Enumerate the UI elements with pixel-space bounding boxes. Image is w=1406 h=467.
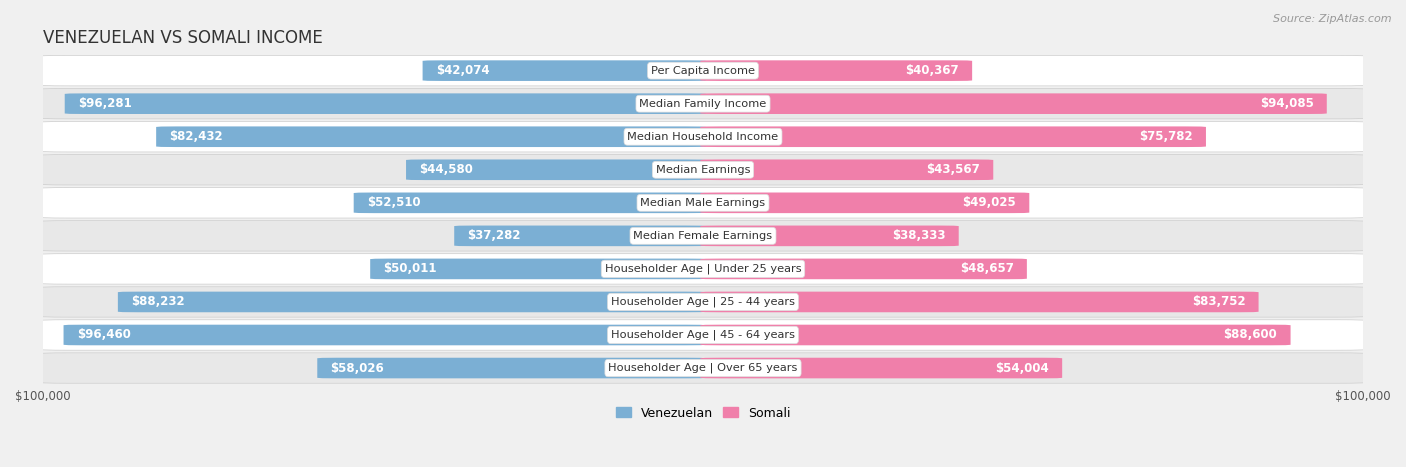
FancyBboxPatch shape: [37, 220, 1369, 251]
Text: $42,074: $42,074: [436, 64, 489, 77]
Text: Median Male Earnings: Median Male Earnings: [641, 198, 765, 208]
FancyBboxPatch shape: [423, 60, 706, 81]
Text: $96,281: $96,281: [77, 97, 132, 110]
FancyBboxPatch shape: [318, 358, 706, 378]
FancyBboxPatch shape: [37, 154, 1369, 185]
Text: $43,567: $43,567: [927, 163, 980, 176]
Text: $40,367: $40,367: [905, 64, 959, 77]
FancyBboxPatch shape: [37, 187, 1369, 219]
FancyBboxPatch shape: [700, 93, 1327, 114]
FancyBboxPatch shape: [37, 287, 1369, 317]
FancyBboxPatch shape: [63, 325, 706, 345]
Text: $38,333: $38,333: [891, 229, 945, 242]
FancyBboxPatch shape: [700, 127, 1206, 147]
FancyBboxPatch shape: [700, 325, 1291, 345]
Text: $75,782: $75,782: [1139, 130, 1192, 143]
FancyBboxPatch shape: [37, 353, 1369, 383]
Text: $88,232: $88,232: [131, 296, 184, 308]
FancyBboxPatch shape: [354, 192, 706, 213]
FancyBboxPatch shape: [37, 55, 1369, 86]
Text: $44,580: $44,580: [419, 163, 474, 176]
FancyBboxPatch shape: [700, 291, 1258, 312]
Text: $49,025: $49,025: [962, 196, 1017, 209]
Legend: Venezuelan, Somali: Venezuelan, Somali: [610, 402, 796, 425]
Text: $58,026: $58,026: [330, 361, 384, 375]
Text: Per Capita Income: Per Capita Income: [651, 66, 755, 76]
Text: $82,432: $82,432: [169, 130, 224, 143]
FancyBboxPatch shape: [37, 286, 1369, 318]
FancyBboxPatch shape: [37, 122, 1369, 152]
FancyBboxPatch shape: [37, 155, 1369, 184]
FancyBboxPatch shape: [37, 221, 1369, 251]
Text: Householder Age | Under 25 years: Householder Age | Under 25 years: [605, 264, 801, 274]
Text: Median Female Earnings: Median Female Earnings: [634, 231, 772, 241]
FancyBboxPatch shape: [37, 353, 1369, 383]
FancyBboxPatch shape: [454, 226, 706, 246]
FancyBboxPatch shape: [37, 56, 1369, 85]
FancyBboxPatch shape: [156, 127, 706, 147]
Text: Median Earnings: Median Earnings: [655, 165, 751, 175]
Text: $54,004: $54,004: [995, 361, 1049, 375]
Text: $94,085: $94,085: [1260, 97, 1313, 110]
Text: Householder Age | Over 65 years: Householder Age | Over 65 years: [609, 363, 797, 373]
FancyBboxPatch shape: [700, 192, 1029, 213]
Text: VENEZUELAN VS SOMALI INCOME: VENEZUELAN VS SOMALI INCOME: [42, 29, 322, 47]
FancyBboxPatch shape: [406, 159, 706, 180]
FancyBboxPatch shape: [37, 121, 1369, 152]
FancyBboxPatch shape: [700, 60, 972, 81]
Text: $88,600: $88,600: [1223, 328, 1278, 341]
FancyBboxPatch shape: [37, 88, 1369, 119]
Text: $48,657: $48,657: [960, 262, 1014, 276]
FancyBboxPatch shape: [700, 159, 993, 180]
Text: $52,510: $52,510: [367, 196, 420, 209]
FancyBboxPatch shape: [118, 291, 706, 312]
FancyBboxPatch shape: [65, 93, 706, 114]
FancyBboxPatch shape: [37, 319, 1369, 351]
Text: Source: ZipAtlas.com: Source: ZipAtlas.com: [1274, 14, 1392, 24]
FancyBboxPatch shape: [700, 259, 1026, 279]
FancyBboxPatch shape: [37, 188, 1369, 218]
FancyBboxPatch shape: [700, 358, 1062, 378]
FancyBboxPatch shape: [37, 254, 1369, 284]
FancyBboxPatch shape: [370, 259, 706, 279]
Text: $37,282: $37,282: [467, 229, 522, 242]
Text: $96,460: $96,460: [77, 328, 131, 341]
Text: Householder Age | 25 - 44 years: Householder Age | 25 - 44 years: [612, 297, 794, 307]
Text: Householder Age | 45 - 64 years: Householder Age | 45 - 64 years: [612, 330, 794, 340]
Text: Median Household Income: Median Household Income: [627, 132, 779, 142]
Text: Median Family Income: Median Family Income: [640, 99, 766, 109]
Text: $83,752: $83,752: [1192, 296, 1246, 308]
FancyBboxPatch shape: [37, 320, 1369, 350]
FancyBboxPatch shape: [37, 89, 1369, 119]
Text: $50,011: $50,011: [384, 262, 437, 276]
FancyBboxPatch shape: [700, 226, 959, 246]
FancyBboxPatch shape: [37, 254, 1369, 284]
